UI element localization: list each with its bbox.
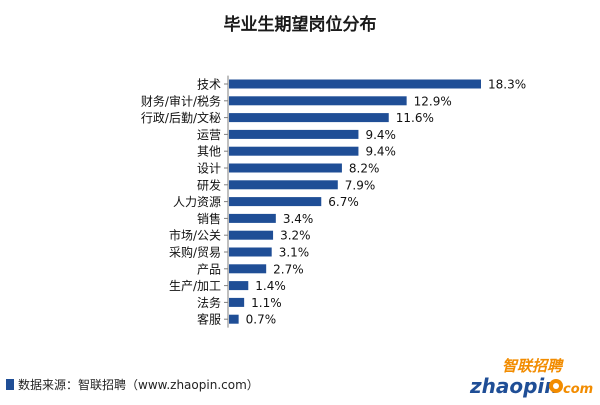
value-label: 18.3% (488, 78, 526, 92)
bar (229, 314, 239, 324)
category-label: 产品 (197, 262, 221, 276)
category-label: 法务 (197, 295, 221, 310)
category-label: 人力资源 (173, 195, 221, 209)
category-label: 生产/加工 (169, 279, 221, 293)
bar (229, 247, 272, 257)
category-label: 市场/公关 (169, 228, 221, 243)
value-label: 7.9% (345, 178, 376, 192)
svg-text:zhaopin: zhaopin (469, 374, 559, 398)
value-label: 3.4% (283, 212, 314, 226)
data-source-note: 数据来源：智联招聘（www.zhaopin.com） (6, 376, 259, 393)
value-label: 1.4% (255, 279, 286, 293)
category-label: 运营 (197, 128, 221, 142)
category-label: 采购/贸易 (169, 245, 221, 260)
bar (229, 297, 245, 307)
zhaopin-logo: 智联招聘 zhaopin com (469, 357, 593, 398)
value-label: 6.7% (328, 195, 359, 209)
bar (229, 264, 267, 274)
bar (229, 197, 322, 207)
value-label: 9.4% (365, 145, 396, 159)
bar (229, 96, 407, 106)
value-label: 8.2% (349, 162, 380, 176)
bar (229, 113, 389, 123)
bar (229, 213, 276, 223)
value-label: 9.4% (365, 128, 396, 142)
bar (229, 163, 342, 173)
category-label: 设计 (197, 162, 221, 176)
category-label: 销售 (197, 211, 221, 226)
category-label: 财务/审计/税务 (141, 93, 221, 108)
value-label: 12.9% (414, 94, 452, 108)
data-source-text: 数据来源：智联招聘（www.zhaopin.com） (18, 378, 259, 392)
value-label: 11.6% (396, 111, 434, 125)
bar (229, 281, 249, 291)
value-label: 1.1% (251, 296, 281, 310)
bar (229, 180, 338, 190)
svg-text:com: com (563, 382, 593, 397)
svg-text:智联招聘: 智联招聘 (502, 357, 564, 375)
category-label: 研发 (197, 177, 221, 192)
chart-title: 毕业生期望岗位分布 (223, 15, 377, 35)
source-marker-icon (6, 379, 14, 390)
bar (229, 146, 359, 156)
value-label: 3.1% (279, 246, 310, 260)
bar (229, 79, 481, 89)
bar (229, 230, 274, 240)
category-label: 行政/后勤/文秘 (141, 110, 221, 125)
value-label: 0.7% (246, 313, 277, 327)
category-label: 技术 (197, 78, 221, 92)
value-label: 2.7% (273, 262, 304, 276)
category-label: 其他 (197, 145, 221, 159)
value-label: 3.2% (280, 229, 311, 243)
category-label: 客服 (197, 312, 221, 327)
bar (229, 129, 359, 139)
